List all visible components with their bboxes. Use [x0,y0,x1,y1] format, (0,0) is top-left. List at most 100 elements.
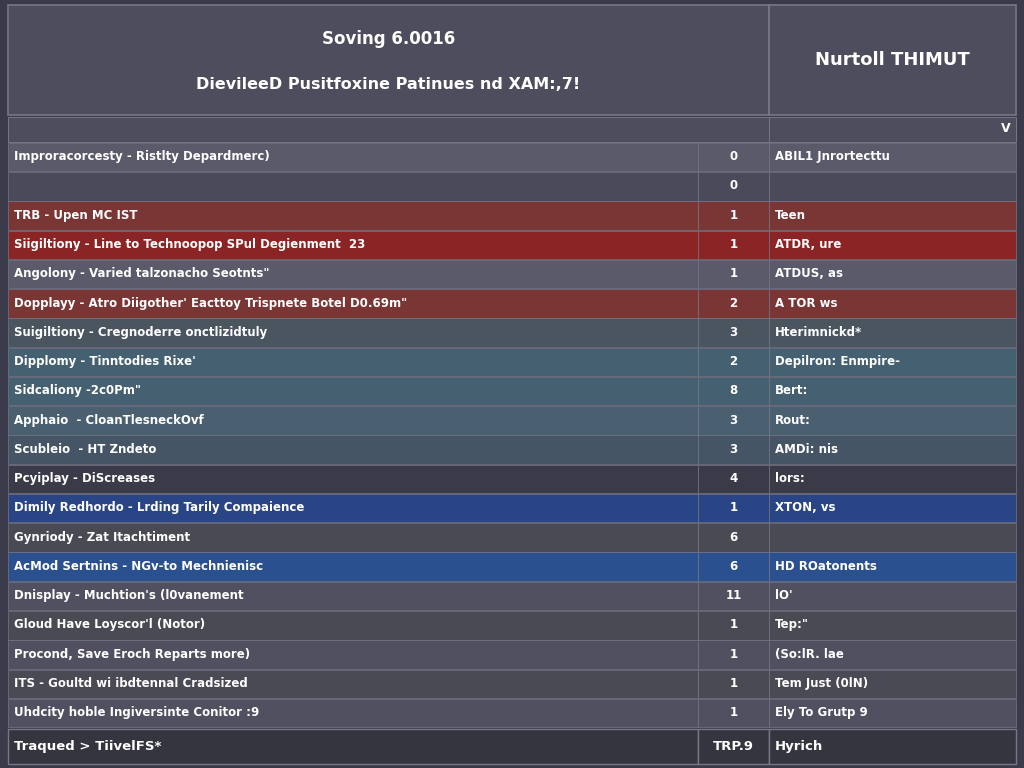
FancyBboxPatch shape [8,289,698,318]
Text: Suigiltiony - Cregnoderre onctlizidtuly: Suigiltiony - Cregnoderre onctlizidtuly [14,326,267,339]
FancyBboxPatch shape [8,260,698,289]
FancyBboxPatch shape [698,435,769,464]
Text: (So:lR. lae: (So:lR. lae [775,647,844,660]
Text: Gloud Have Loyscor'l (Notor): Gloud Have Loyscor'l (Notor) [14,618,206,631]
Text: lO': lO' [775,589,793,602]
FancyBboxPatch shape [769,172,1016,200]
FancyBboxPatch shape [769,670,1016,698]
FancyBboxPatch shape [8,143,698,171]
FancyBboxPatch shape [698,143,769,171]
FancyBboxPatch shape [698,465,769,493]
FancyBboxPatch shape [698,260,769,289]
Text: ATDUS, as: ATDUS, as [775,267,843,280]
Text: Improracorcesty - Ristlty Depardmerc): Improracorcesty - Ristlty Depardmerc) [14,151,270,164]
Text: 2: 2 [730,296,737,310]
Text: ATDR, ure: ATDR, ure [775,238,842,251]
Text: Dopplayy - Atro Diigother' Eacttoy Trispnete Botel D0.69m": Dopplayy - Atro Diigother' Eacttoy Trisp… [14,296,408,310]
FancyBboxPatch shape [8,377,698,406]
FancyBboxPatch shape [769,523,1016,551]
Text: 1: 1 [730,706,737,719]
FancyBboxPatch shape [698,377,769,406]
FancyBboxPatch shape [8,201,698,230]
Text: V: V [1001,122,1011,135]
FancyBboxPatch shape [769,201,1016,230]
FancyBboxPatch shape [769,143,1016,171]
Text: 4: 4 [729,472,738,485]
Text: 1: 1 [730,209,737,222]
Text: 1: 1 [730,677,737,690]
Text: 6: 6 [729,560,738,573]
Text: 0: 0 [730,180,737,193]
Text: Depilron: Enmpire-: Depilron: Enmpire- [775,355,900,368]
FancyBboxPatch shape [698,641,769,669]
Text: Soving 6.0016: Soving 6.0016 [322,31,456,48]
Text: DievileeD Pusitfoxine Patinues nd XAM:,7!: DievileeD Pusitfoxine Patinues nd XAM:,7… [197,77,581,91]
FancyBboxPatch shape [769,117,1016,142]
FancyBboxPatch shape [8,494,698,522]
Text: Gynriody - Zat Itachtiment: Gynriody - Zat Itachtiment [14,531,190,544]
Text: Dimily Redhordo - Lrding Tarily Compaience: Dimily Redhordo - Lrding Tarily Compaien… [14,502,305,515]
FancyBboxPatch shape [769,494,1016,522]
Text: XTON, vs: XTON, vs [775,502,836,515]
Text: 1: 1 [730,647,737,660]
Text: AcMod Sertnins - NGv-to Mechnienisc: AcMod Sertnins - NGv-to Mechnienisc [14,560,263,573]
Text: 6: 6 [729,531,738,544]
Text: HD ROatonents: HD ROatonents [775,560,877,573]
Text: Dnisplay - Muchtion's (l0vanement: Dnisplay - Muchtion's (l0vanement [14,589,244,602]
FancyBboxPatch shape [8,729,698,764]
FancyBboxPatch shape [769,377,1016,406]
Text: Hterimnickd*: Hterimnickd* [775,326,862,339]
FancyBboxPatch shape [698,611,769,640]
FancyBboxPatch shape [698,552,769,581]
Text: 2: 2 [730,355,737,368]
FancyBboxPatch shape [8,641,698,669]
Text: Angolony - Varied talzonacho Seotnts": Angolony - Varied talzonacho Seotnts" [14,267,270,280]
FancyBboxPatch shape [769,5,1016,115]
Text: 0: 0 [730,151,737,164]
FancyBboxPatch shape [769,260,1016,289]
FancyBboxPatch shape [8,117,769,142]
Text: 3: 3 [730,326,737,339]
FancyBboxPatch shape [698,348,769,376]
Text: A TOR ws: A TOR ws [775,296,838,310]
FancyBboxPatch shape [698,406,769,435]
FancyBboxPatch shape [698,523,769,551]
FancyBboxPatch shape [8,523,698,551]
Text: 8: 8 [729,384,738,397]
Text: Apphaio  - CloanTlesneckOvf: Apphaio - CloanTlesneckOvf [14,413,204,426]
FancyBboxPatch shape [8,611,698,640]
FancyBboxPatch shape [8,465,698,493]
Text: 1: 1 [730,618,737,631]
FancyBboxPatch shape [769,465,1016,493]
Text: ITS - Goultd wi ibdtennal Cradsized: ITS - Goultd wi ibdtennal Cradsized [14,677,248,690]
Text: Tem Just (0lN): Tem Just (0lN) [775,677,868,690]
FancyBboxPatch shape [8,435,698,464]
FancyBboxPatch shape [8,5,769,115]
Text: 11: 11 [726,589,741,602]
FancyBboxPatch shape [8,582,698,611]
FancyBboxPatch shape [769,699,1016,727]
FancyBboxPatch shape [769,406,1016,435]
Text: Procond, Save Eroch Reparts more): Procond, Save Eroch Reparts more) [14,647,251,660]
FancyBboxPatch shape [769,435,1016,464]
Text: Nurtoll THIMUT: Nurtoll THIMUT [815,51,970,68]
FancyBboxPatch shape [698,201,769,230]
Text: TRB - Upen MC IST: TRB - Upen MC IST [14,209,138,222]
FancyBboxPatch shape [8,552,698,581]
FancyBboxPatch shape [769,641,1016,669]
Text: AMDi: nis: AMDi: nis [775,443,838,456]
FancyBboxPatch shape [698,289,769,318]
FancyBboxPatch shape [769,729,1016,764]
Text: lors:: lors: [775,472,805,485]
FancyBboxPatch shape [769,230,1016,259]
FancyBboxPatch shape [698,670,769,698]
Text: Dipplomy - Tinntodies Rixe': Dipplomy - Tinntodies Rixe' [14,355,196,368]
Text: Uhdcity hoble Ingiversinte Conitor :9: Uhdcity hoble Ingiversinte Conitor :9 [14,706,260,719]
FancyBboxPatch shape [8,172,698,200]
Text: Pcyiplay - DiScreases: Pcyiplay - DiScreases [14,472,156,485]
Text: Sidcaliony -2c0Pm": Sidcaliony -2c0Pm" [14,384,141,397]
Text: Traqued > TiivelFS*: Traqued > TiivelFS* [14,740,162,753]
Text: TRP.9: TRP.9 [713,740,754,753]
FancyBboxPatch shape [698,494,769,522]
Text: 1: 1 [730,267,737,280]
